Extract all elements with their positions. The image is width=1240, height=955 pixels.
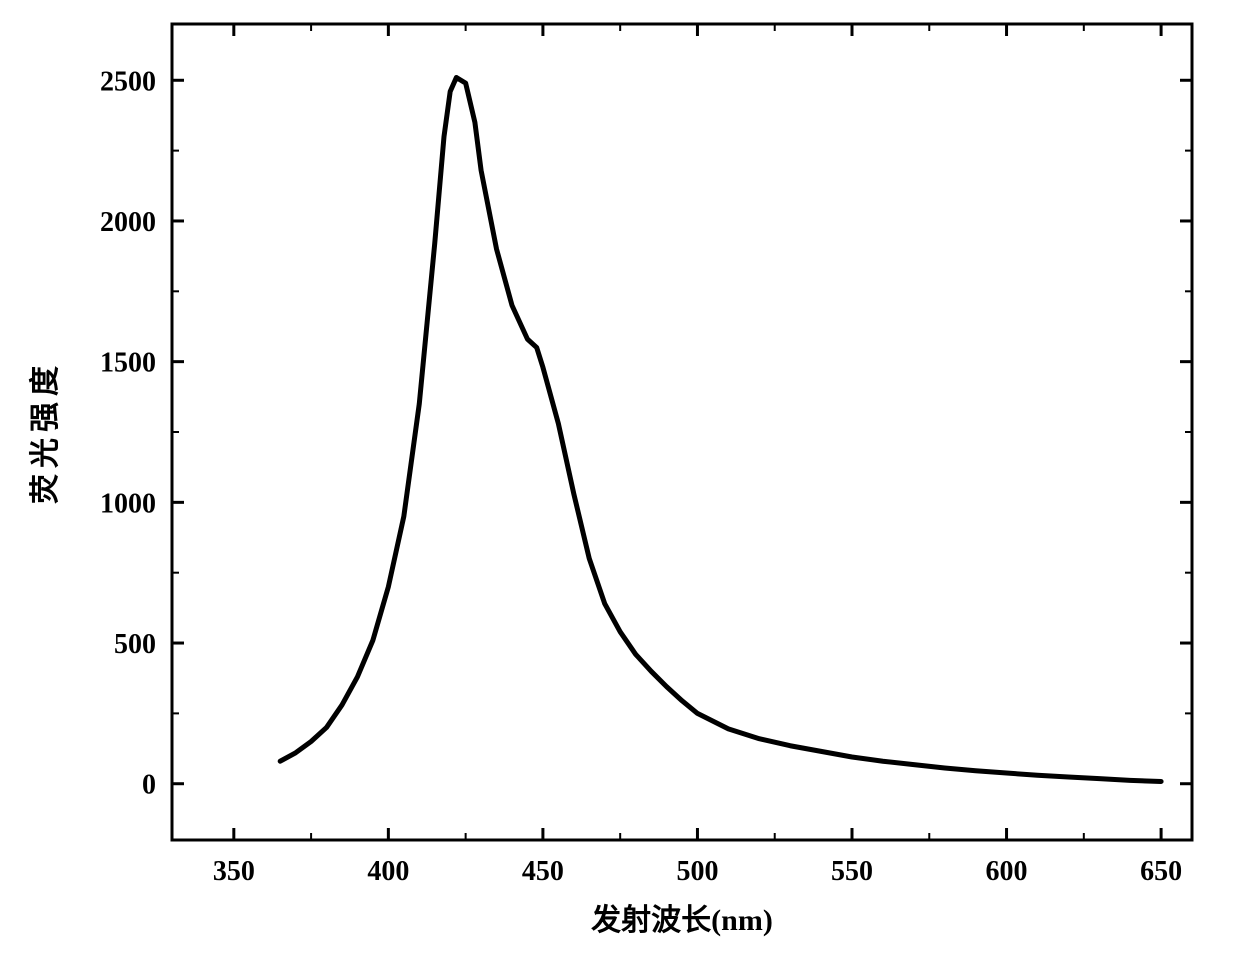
y-tick-label: 0 [142, 770, 156, 801]
x-tick-label: 550 [831, 856, 873, 887]
y-tick-label: 2000 [100, 207, 156, 238]
y-tick-label: 1000 [100, 488, 156, 519]
x-tick-label: 500 [676, 856, 718, 887]
y-axis-label: 荧光强度 [29, 360, 62, 504]
x-tick-label: 400 [367, 856, 409, 887]
x-tick-label: 600 [986, 856, 1028, 887]
chart-container: 350 400 450 500 550 600 650 0 500 1000 1500 2000 250… [0, 0, 1240, 955]
y-tick-label: 2500 [100, 66, 156, 97]
y-tick-label: 500 [114, 629, 156, 660]
x-tick-label: 650 [1140, 856, 1182, 887]
x-axis-label: 发射波长(nm) [590, 904, 773, 937]
x-tick-label: 350 [213, 856, 255, 887]
spectrum-chart: 350 400 450 500 550 600 650 0 500 1000 1500 2000 250… [0, 0, 1240, 955]
plot-frame [172, 24, 1192, 840]
x-tick-label: 450 [522, 856, 564, 887]
y-tick-label: 1500 [100, 348, 156, 379]
